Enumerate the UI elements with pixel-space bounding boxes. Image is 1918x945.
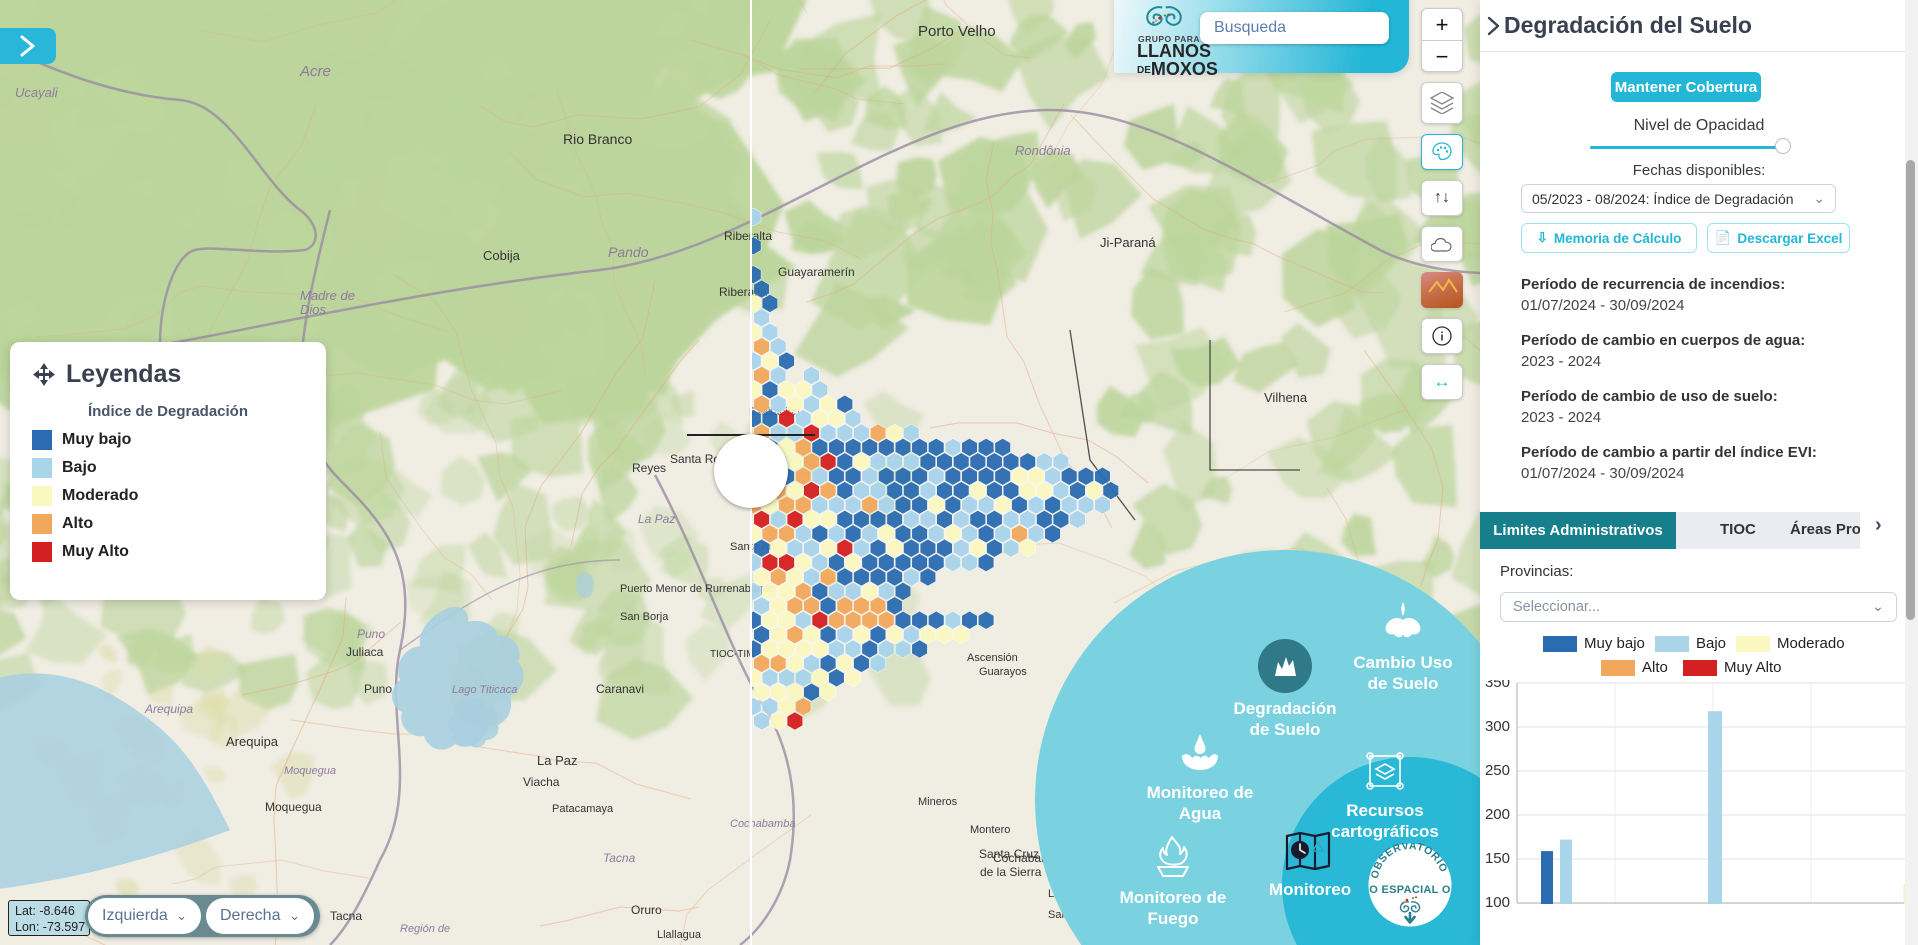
- svg-text:300: 300: [1485, 718, 1510, 735]
- svg-text:150: 150: [1485, 850, 1510, 867]
- svg-text:250: 250: [1485, 762, 1510, 779]
- svg-text:100: 100: [1485, 894, 1510, 910]
- svg-text:200: 200: [1485, 806, 1510, 823]
- svg-text:350: 350: [1485, 680, 1510, 691]
- svg-text:O ESPACIAL O: O ESPACIAL O: [1369, 884, 1451, 896]
